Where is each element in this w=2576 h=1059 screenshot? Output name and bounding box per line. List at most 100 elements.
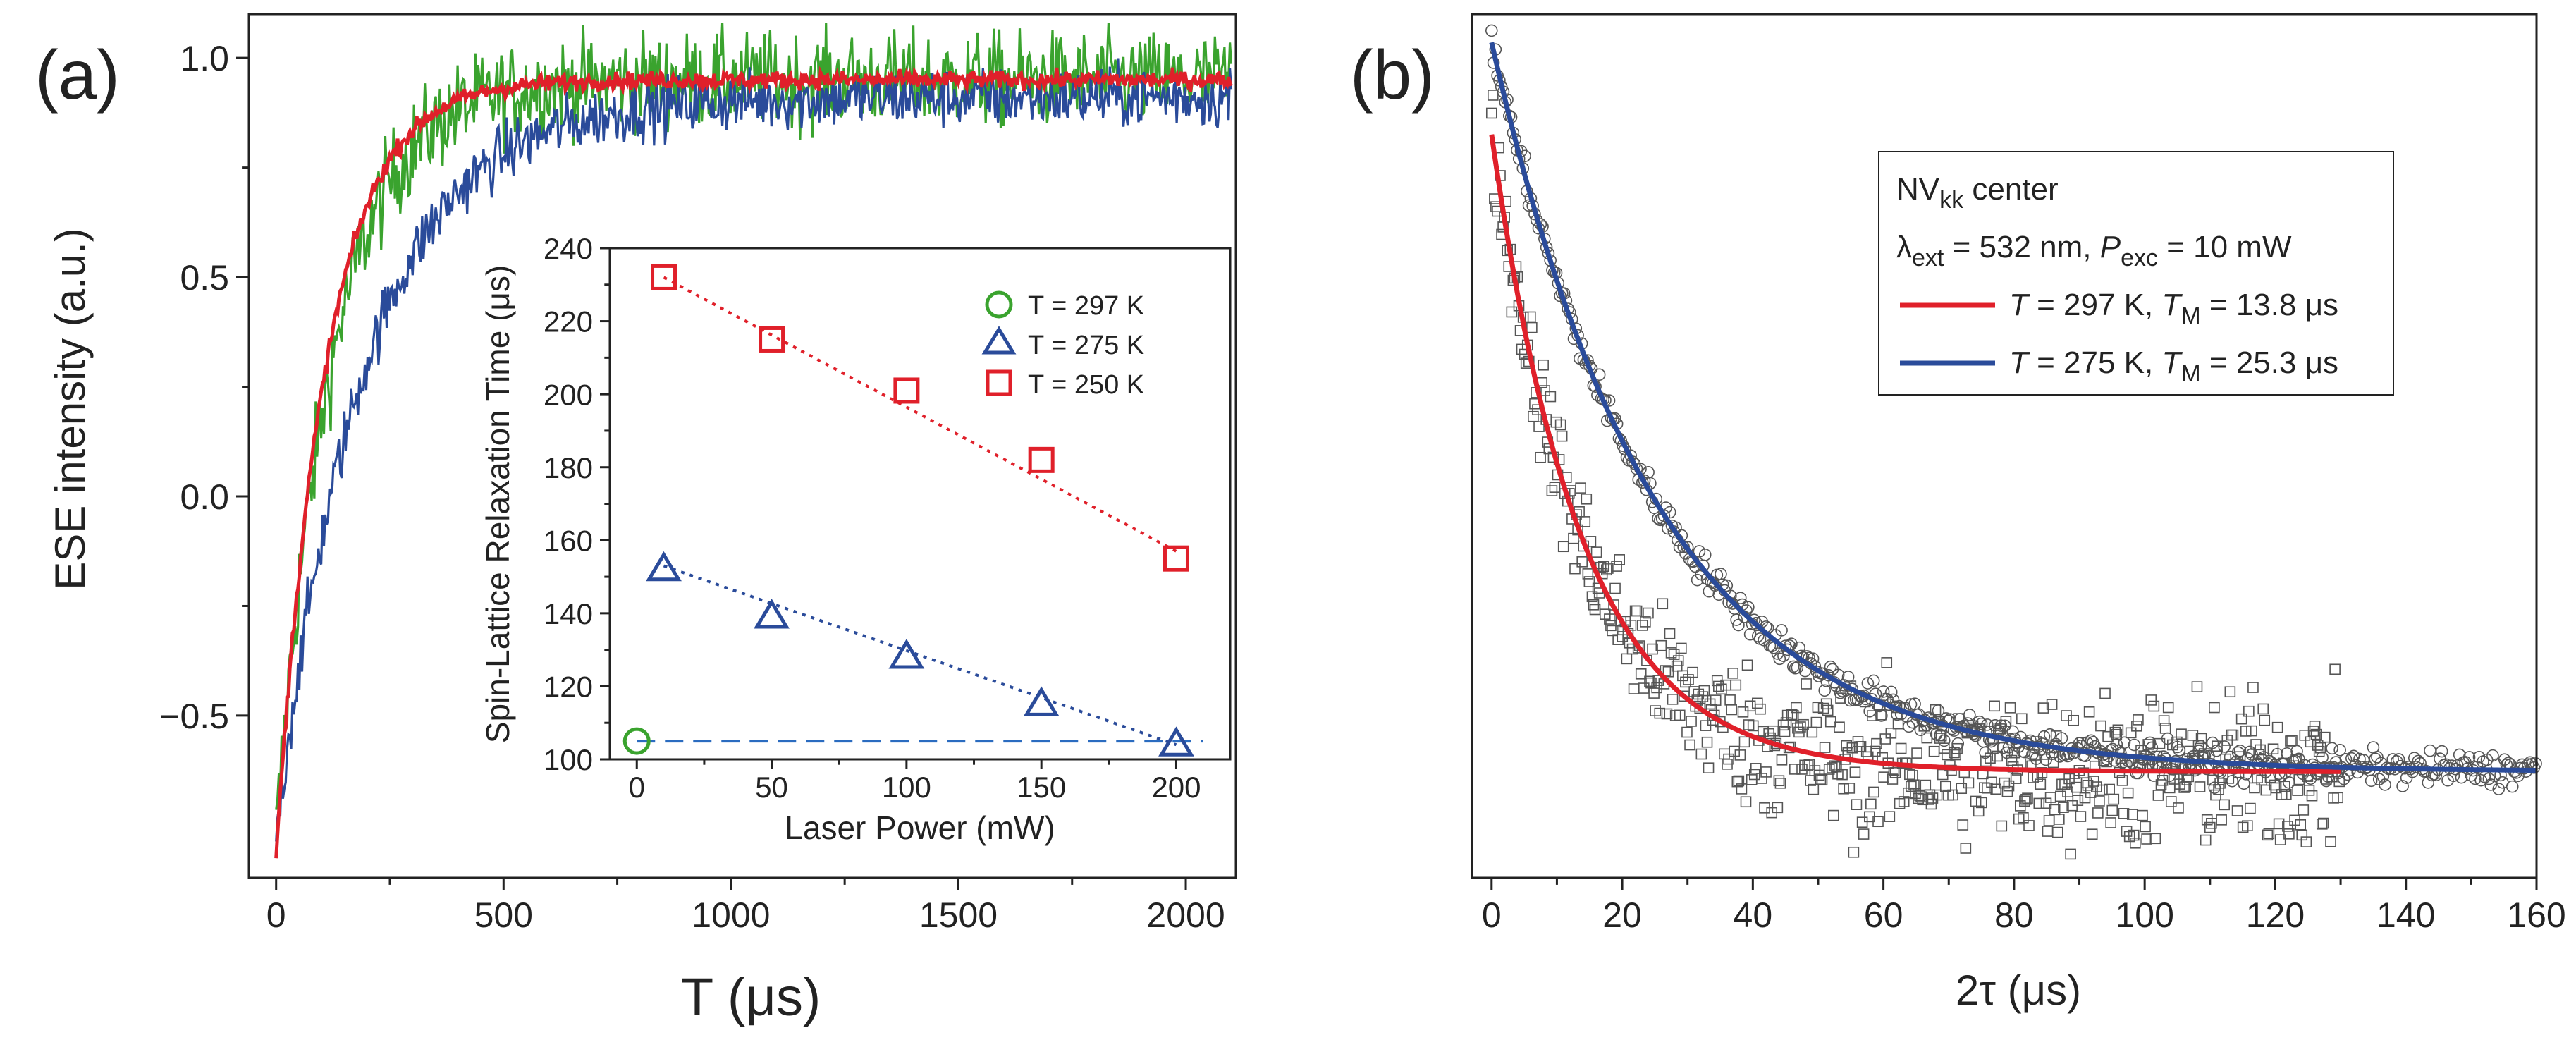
b-point-square — [1582, 568, 1594, 580]
b-point-circle — [1863, 704, 1876, 718]
b-point-square — [1701, 736, 1713, 748]
b-point-square — [2191, 681, 2203, 692]
b-point-square — [1554, 419, 1566, 431]
b-point-circle — [2245, 748, 2258, 761]
b-point-circle — [2492, 783, 2506, 795]
b-point-square — [1781, 709, 1793, 721]
x-tick-label: 160 — [2507, 895, 2565, 935]
b-point-circle — [1973, 715, 1986, 728]
b-point-square — [1545, 391, 1557, 403]
b-point-square — [2204, 821, 2216, 833]
b-point-square — [1752, 697, 1763, 709]
b-point-square — [1834, 721, 1845, 733]
b-point-square — [1651, 682, 1662, 694]
b-point-square — [1485, 107, 1497, 119]
b-point-square — [1609, 582, 1621, 594]
b-point-square — [1820, 698, 1832, 710]
y-tick-label: 140 — [544, 597, 593, 630]
b-point-circle — [2000, 746, 2013, 759]
b-point-square — [2187, 730, 2199, 741]
b-point-square — [1803, 759, 1815, 770]
b-point-square — [1973, 805, 1985, 817]
b-point-square — [1835, 692, 1846, 704]
b-point-square — [2332, 792, 2343, 804]
b-point-square — [2241, 820, 2253, 832]
b-point-square — [1828, 809, 1839, 821]
b-point-circle — [1734, 592, 1747, 604]
b-point-square — [1674, 709, 1686, 721]
b-point-square — [1844, 783, 1856, 794]
b-point-circle — [2208, 781, 2221, 794]
inset-point-square — [651, 264, 677, 290]
b-point-square — [2300, 836, 2312, 847]
b-point-square — [2298, 804, 2310, 816]
b-point-square — [1848, 846, 1860, 858]
b-point-circle — [2435, 745, 2448, 758]
b-point-square — [2292, 785, 2303, 796]
b-point-square — [1865, 798, 1877, 810]
b-point-square — [2299, 730, 2311, 741]
b-point-square — [2142, 739, 2154, 750]
b-point-square — [2212, 740, 2223, 752]
b-point-square — [2278, 781, 2290, 792]
y-tick-label: 200 — [544, 378, 593, 411]
b-point-square — [1607, 625, 1618, 637]
b-point-square — [1767, 725, 1779, 737]
b-point-square — [1744, 700, 1756, 712]
b-point-square — [2219, 799, 2230, 811]
inset-point-triangle — [1158, 726, 1194, 757]
panel-b-legend-conditions: λext = 532 nm, Pexc = 10 mW — [1896, 230, 2292, 271]
b-point-square — [2035, 778, 2047, 790]
b-point-square — [2195, 733, 2207, 745]
b-point-square — [2305, 736, 2317, 748]
b-point-square — [1636, 620, 1648, 631]
b-point-square — [1652, 675, 1664, 686]
b-point-square — [2037, 702, 2049, 714]
x-tick-label: 500 — [474, 895, 533, 935]
b-point-square — [1904, 769, 1915, 781]
b-point-square — [2018, 812, 2029, 824]
b-point-square — [2314, 742, 2326, 754]
b-point-square — [1841, 740, 1852, 752]
inset-point-circle — [622, 727, 651, 755]
b-point-circle — [2226, 774, 2239, 788]
b-point-square — [2213, 784, 2224, 795]
b-point-circle — [2462, 751, 2476, 764]
b-point-square — [2281, 788, 2292, 800]
b-point-square — [1798, 718, 1809, 730]
b-point-square — [2001, 785, 2013, 797]
inset-legend-label-250: T = 250 K — [1028, 370, 1144, 400]
inset-plot — [622, 264, 1203, 757]
b-point-square — [1979, 782, 1990, 794]
inset-legend-item-250: T = 250 K — [986, 369, 1144, 400]
b-point-square — [1872, 816, 1884, 828]
b-point-circle — [2392, 753, 2405, 766]
b-point-circle — [1715, 568, 1727, 580]
b-point-square — [2243, 705, 2255, 717]
b-point-square — [2224, 686, 2236, 698]
b-point-square — [2271, 721, 2283, 733]
b-point-square — [2312, 740, 2324, 751]
b-point-square — [1884, 811, 1896, 822]
b-point-square — [1773, 775, 1785, 787]
b-point-square — [1726, 704, 1737, 716]
b-point-square — [1672, 655, 1684, 666]
inset-point-triangle — [754, 599, 790, 629]
panel-b-axes: 0 20 40 60 80 100 120 140 160 — [1482, 878, 2566, 935]
b-point-circle — [1994, 719, 2008, 732]
b-point-square — [1644, 675, 1655, 687]
b-point-square — [1736, 783, 1748, 795]
b-point-square — [1655, 639, 1667, 651]
x-tick-label: 0 — [266, 895, 286, 935]
b-point-square — [1579, 516, 1591, 527]
b-point-circle — [2206, 736, 2219, 749]
b-point-square — [2176, 728, 2187, 740]
b-point-square — [2016, 713, 2028, 725]
b-point-square — [2020, 794, 2032, 805]
x-tick-label: 1000 — [692, 895, 770, 935]
b-point-square — [1760, 766, 1772, 778]
b-point-circle — [1742, 601, 1755, 614]
x-tick-label: 0 — [629, 771, 645, 804]
b-point-circle — [2422, 776, 2435, 789]
b-point-square — [1906, 781, 1917, 792]
